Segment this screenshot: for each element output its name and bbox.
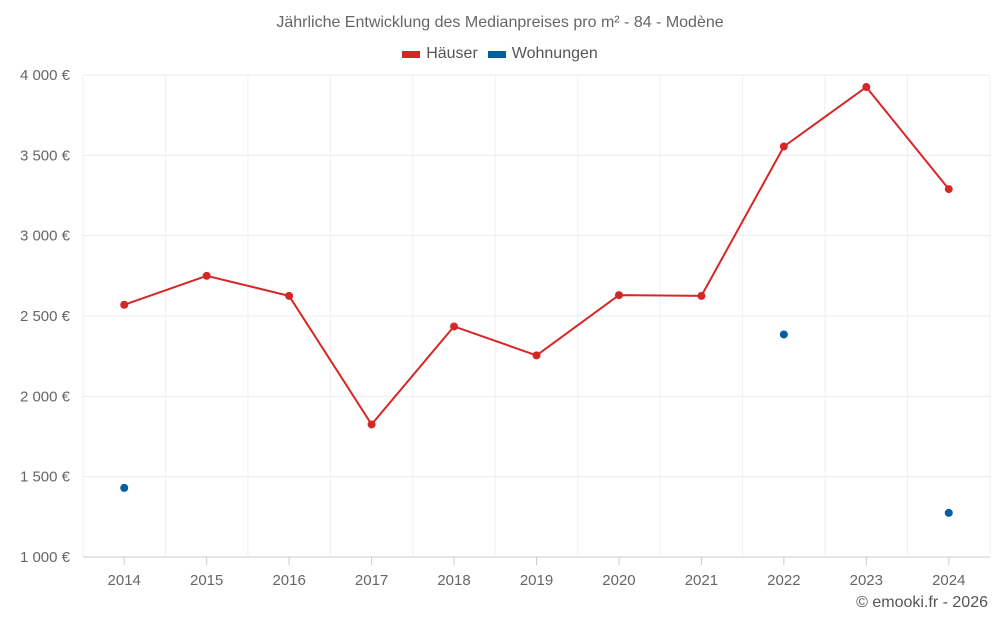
- x-tick-label: 2018: [437, 572, 470, 589]
- y-tick-label: 2 000 €: [20, 388, 71, 405]
- chart-legend: Häuser Wohnungen: [0, 45, 1000, 63]
- grid-lines: [82, 74, 991, 558]
- data-point-haeuser-2015: [202, 271, 211, 280]
- data-point-wohnungen-2022: [779, 330, 788, 339]
- legend-item-haeuser[interactable]: Häuser: [402, 45, 478, 63]
- data-point-haeuser-2016: [285, 291, 294, 300]
- legend-item-wohnungen[interactable]: Wohnungen: [487, 45, 598, 63]
- legend-swatch-wohnungen: [487, 50, 506, 58]
- chart-title: Jährliche Entwicklung des Medianpreises …: [276, 14, 724, 31]
- x-axis-ticks: 2014 2015 2016 2017 2018 2019 2020 2021 2022 2023…: [108, 557, 965, 589]
- y-tick-label: 3 500 €: [20, 147, 71, 164]
- legend-label-haeuser: Häuser: [426, 45, 478, 62]
- x-tick-label: 2016: [272, 572, 305, 589]
- data-point-wohnungen-2024: [944, 508, 953, 517]
- data-point-haeuser-2018: [450, 322, 459, 331]
- data-point-haeuser-2024: [944, 185, 953, 194]
- data-point-wohnungen-2014: [120, 483, 129, 492]
- credit-text: © emooki.fr - 2026: [856, 594, 988, 611]
- series-layer: [120, 83, 953, 517]
- x-tick-label: 2020: [602, 572, 635, 589]
- x-tick-label: 2017: [355, 572, 388, 589]
- legend-swatch-haeuser: [402, 50, 421, 58]
- data-point-haeuser-2023: [862, 83, 871, 92]
- data-point-haeuser-2020: [614, 291, 623, 300]
- x-tick-label: 2023: [850, 572, 883, 589]
- x-tick-label: 2021: [685, 572, 718, 589]
- x-tick-label: 2019: [520, 572, 553, 589]
- y-tick-label: 1 000 €: [20, 549, 71, 566]
- x-tick-label: 2015: [190, 572, 223, 589]
- y-tick-label: 2 500 €: [20, 308, 71, 325]
- y-tick-label: 1 500 €: [20, 469, 71, 486]
- x-tick-label: 2014: [108, 572, 141, 589]
- y-tick-label: 4 000 €: [20, 67, 71, 84]
- y-tick-label: 3 000 €: [20, 228, 71, 245]
- x-tick-label: 2024: [932, 572, 965, 589]
- data-point-haeuser-2019: [532, 351, 541, 360]
- data-point-haeuser-2021: [697, 291, 706, 300]
- y-axis-ticks: 1 000 € 1 500 € 2 000 € 2 500 € 3 000 € 3 500…: [20, 67, 71, 566]
- x-tick-label: 2022: [767, 572, 800, 589]
- data-point-haeuser-2017: [367, 420, 376, 429]
- legend-label-wohnungen: Wohnungen: [511, 45, 598, 62]
- data-point-haeuser-2022: [779, 142, 788, 151]
- data-point-haeuser-2014: [120, 300, 129, 309]
